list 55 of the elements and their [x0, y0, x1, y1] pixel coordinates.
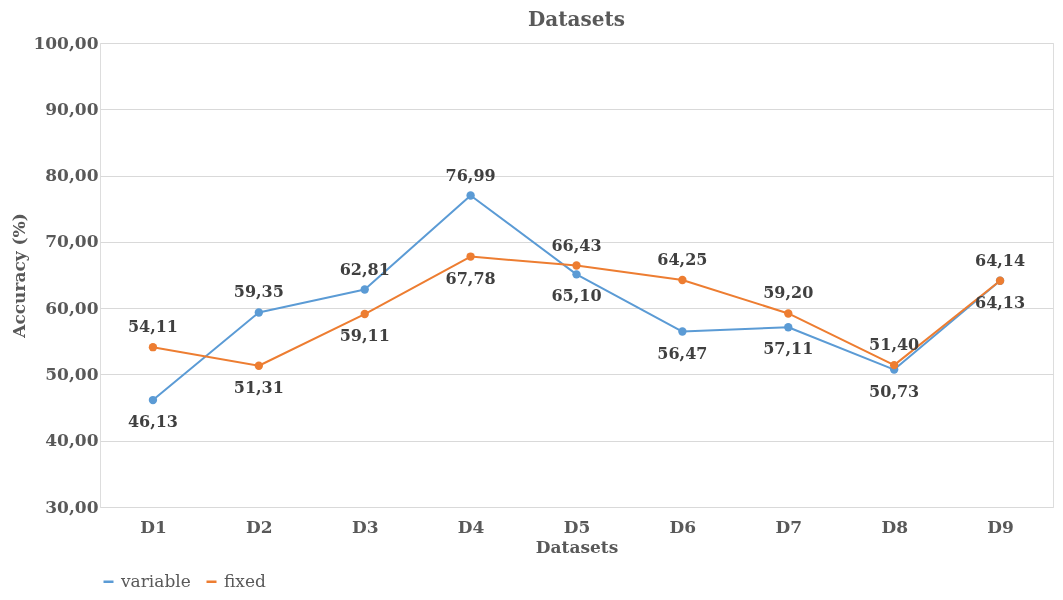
- point: [784, 309, 793, 318]
- point: [572, 270, 581, 279]
- data-label: 67,78: [445, 268, 496, 288]
- chart-title: Datasets: [528, 7, 625, 31]
- data-label: 59,35: [233, 282, 284, 302]
- point: [360, 309, 369, 319]
- point: [889, 360, 899, 370]
- y-tick-label: 80,00: [45, 165, 99, 186]
- x-tick-label: D8: [881, 516, 908, 537]
- point: [360, 285, 369, 294]
- data-label: 57,11: [763, 339, 814, 359]
- y-tick-label: 100,00: [33, 32, 99, 53]
- data-label: 59,11: [339, 326, 390, 346]
- y-tick-label: 70,00: [45, 231, 99, 252]
- data-label: 46,13: [127, 412, 178, 432]
- point: [148, 343, 158, 352]
- data-label: 56,47: [657, 343, 708, 363]
- y-tick-label: 60,00: [45, 297, 99, 318]
- point: [466, 252, 475, 261]
- x-tick-label: D1: [140, 516, 167, 537]
- data-label: 51,40: [869, 335, 920, 355]
- point: [678, 327, 687, 336]
- x-tick-label: D5: [563, 516, 591, 537]
- point: [254, 361, 264, 370]
- data-label: 50,73: [869, 381, 920, 401]
- x-tick-label: D6: [669, 516, 697, 537]
- data-label: 65,10: [551, 286, 602, 306]
- x-tick-label: D3: [351, 516, 379, 537]
- data-label: 66,43: [551, 235, 602, 255]
- point: [784, 323, 793, 332]
- data-label: 54,11: [127, 317, 178, 337]
- legend-label: variable: [120, 570, 191, 591]
- y-tick-label: 30,00: [45, 496, 99, 517]
- x-tick-label: D9: [987, 516, 1014, 537]
- data-label: 76,99: [445, 165, 496, 185]
- y-tick-label: 90,00: [45, 98, 99, 119]
- data-label: 62,81: [339, 259, 390, 279]
- data-label: 51,31: [233, 377, 284, 397]
- point: [678, 275, 687, 285]
- data-label: 64,13: [975, 292, 1026, 312]
- point: [466, 191, 475, 200]
- x-tick-label: D4: [457, 516, 485, 537]
- point: [572, 261, 581, 270]
- x-tick-label: D7: [775, 516, 803, 537]
- point: [148, 395, 158, 405]
- y-tick-label: 40,00: [45, 430, 99, 451]
- y-tick-label: 50,00: [45, 363, 99, 384]
- data-label: 59,20: [763, 283, 814, 303]
- x-tick-label: D2: [246, 516, 273, 537]
- data-label: 64,14: [975, 250, 1026, 270]
- legend-label: fixed: [224, 570, 266, 591]
- point: [254, 308, 264, 317]
- x-axis-title: Datasets: [535, 536, 619, 557]
- data-label: 64,25: [657, 249, 708, 269]
- y-axis-title: Accuracy (%): [9, 213, 30, 339]
